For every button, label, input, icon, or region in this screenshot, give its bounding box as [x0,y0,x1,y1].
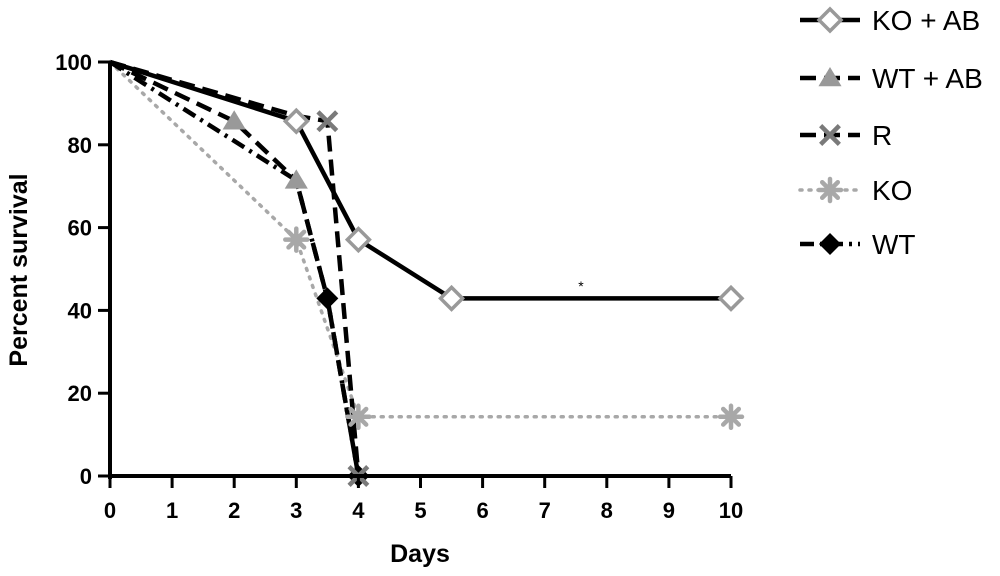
legend-marker-1 [816,6,844,34]
legend: KO + AB WT + AB R KO WT [798,5,983,260]
point-series-5-1 [316,287,339,310]
point-series-4-1 [283,226,310,253]
line-series-1 [109,59,731,301]
line-series-5 [108,60,361,477]
point-series-3-1 [316,110,339,133]
annotation-asterisk: * [578,278,584,294]
line-series-3 [109,59,361,477]
x-tick-label-4: 4 [352,498,365,523]
legend-label-3: R [872,120,892,151]
y-tick-label-0: 0 [80,464,92,489]
line-series-4 [108,60,733,419]
y-axis-title: Percent survival [5,173,33,366]
point-series-1-2 [344,226,372,254]
x-tick-label-6: 6 [476,498,488,523]
legend-marker-4 [816,176,844,204]
x-tick-label-7: 7 [539,498,551,523]
x-tick-label-3: 3 [290,498,302,523]
legend-label-5: WT [872,229,916,260]
x-tick-label-5: 5 [414,498,426,523]
point-series-4-2 [345,403,372,431]
x-axis-title: Days [390,540,450,568]
point-series-2-1 [222,110,246,130]
point-series-1-1 [282,107,310,135]
legend-marker-5 [819,233,841,255]
x-tick-label-1: 1 [166,498,178,523]
legend-label-2: WT + AB [872,63,983,94]
point-series-1-4 [717,284,745,312]
x-tick-label-0: 0 [104,498,116,523]
x-tick-label-9: 9 [663,498,675,523]
x-tick-label-10: 10 [719,498,743,523]
y-tick-label-100: 100 [55,50,92,75]
legend-marker-3 [819,124,841,146]
y-tick-label-60: 60 [68,216,92,241]
y-tick-label-40: 40 [68,298,92,323]
legend-label-4: KO [872,175,912,206]
point-series-2-2 [284,169,308,189]
point-series-4-3 [717,403,745,431]
x-tick-label-8: 8 [601,498,613,523]
legend-label-1: KO + AB [872,5,980,36]
plot-lines [108,59,733,477]
x-tick-label-2: 2 [228,498,240,523]
y-tick-label-20: 20 [68,381,92,406]
legend-marker-2 [818,67,842,87]
y-tick-label-80: 80 [68,133,92,158]
point-series-1-3 [438,284,466,312]
